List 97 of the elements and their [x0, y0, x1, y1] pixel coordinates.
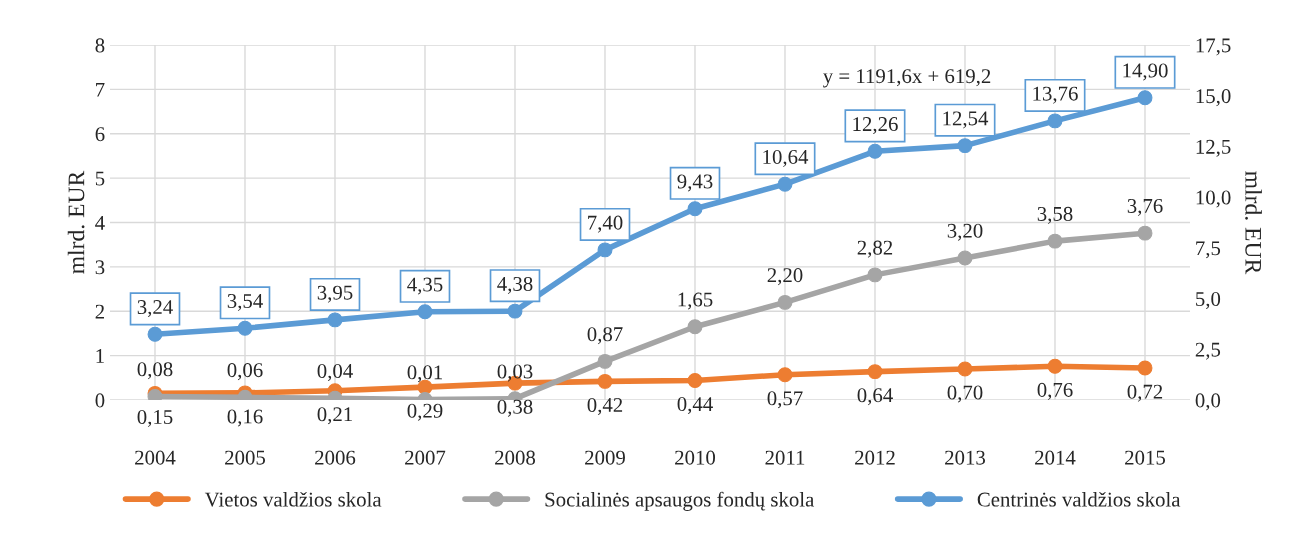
y-tick-label: 2	[95, 304, 104, 319]
point	[957, 138, 973, 154]
legend-label: Vietos valdžios skola	[204, 491, 382, 507]
y-tick-label: 0	[95, 393, 105, 408]
data-label: 3,20	[947, 223, 983, 241]
point	[1047, 113, 1063, 129]
point	[957, 250, 973, 266]
point	[687, 319, 703, 335]
data-label: 2,82	[857, 240, 893, 258]
point	[1047, 358, 1063, 374]
x-tick-label: 2011	[765, 450, 805, 465]
data-label: 3,24	[137, 300, 173, 318]
y2-tick-label: 7,5	[1196, 241, 1221, 259]
data-label: 3,58	[1037, 206, 1073, 224]
data-label: 7,40	[588, 215, 623, 233]
x-tick-label: 2010	[675, 450, 716, 465]
y-tick-label: 1	[96, 349, 104, 363]
data-label: 13,76	[1033, 86, 1078, 104]
point	[1137, 90, 1153, 106]
y2-tick-label: 5,0	[1196, 291, 1221, 309]
point	[597, 242, 613, 258]
data-label: 0,29	[407, 403, 443, 421]
annotation: y = 1191,6x + 619,2	[823, 69, 991, 88]
data-label: 0,16	[227, 409, 263, 427]
y-tick-label: 6	[95, 127, 105, 142]
data-label: 0,76	[1037, 382, 1073, 400]
point	[327, 312, 343, 328]
data-label: 0,57	[767, 391, 803, 409]
point	[597, 373, 613, 389]
data-label: 3,95	[317, 285, 353, 303]
point	[237, 320, 253, 336]
y2-tick-label: 0,0	[1195, 393, 1221, 411]
data-label: 1,65	[678, 292, 713, 310]
data-label: 0,44	[677, 397, 713, 415]
y-tick-label: 5	[95, 171, 105, 186]
data-label: 9,43	[677, 174, 713, 192]
point	[687, 201, 703, 217]
x-tick-label: 2013	[945, 450, 986, 465]
point	[777, 367, 793, 383]
data-label: 4,35	[407, 277, 443, 295]
point	[867, 143, 883, 159]
point	[867, 267, 883, 283]
data-label: 10,64	[763, 149, 809, 167]
data-label: 0,21	[317, 407, 352, 425]
x-tick-label: 2006	[315, 450, 356, 465]
x-tick-label: 2015	[1125, 450, 1166, 465]
point	[777, 294, 793, 310]
y-tick-label: 4	[95, 216, 105, 230]
y-tick-label: 8	[95, 38, 105, 53]
point	[597, 353, 613, 369]
data-label: 0,06	[227, 363, 263, 381]
x-tick-label: 2009	[585, 450, 625, 465]
point	[1137, 225, 1153, 241]
x-tick-label: 2008	[495, 450, 536, 465]
y2-axis-title: mlrd. EUR	[1245, 171, 1262, 275]
y2-tick-label: 17,5	[1196, 38, 1231, 56]
point	[1047, 233, 1063, 249]
data-label: 0,42	[587, 397, 623, 415]
legend-label: Socialinės apsaugos fondų skola	[545, 491, 815, 511]
point	[867, 364, 883, 380]
legend-label: Centrinės valdžios skola	[977, 491, 1181, 507]
y-axis-title: mlrd. EUR	[67, 170, 85, 274]
y2-tick-label: 2,5	[1195, 342, 1221, 360]
data-label: 12,26	[853, 117, 898, 135]
data-label: 0,72	[1127, 384, 1163, 402]
x-tick-label: 2005	[225, 450, 266, 465]
y2-tick-label: 15,0	[1196, 89, 1231, 107]
point	[147, 326, 163, 342]
data-label: 0,04	[317, 363, 353, 382]
point	[777, 176, 793, 192]
point	[1137, 360, 1153, 376]
y-tick-label: 3	[95, 260, 105, 275]
data-label: 3,76	[1127, 198, 1163, 216]
data-label: 4,38	[497, 276, 533, 294]
data-label: 0,15	[137, 409, 173, 427]
point	[507, 303, 523, 319]
data-label: 12,54	[943, 111, 989, 129]
data-label: 0,01	[407, 365, 442, 383]
x-tick-label: 2004	[135, 450, 176, 465]
data-label: 0,64	[857, 388, 893, 406]
x-tick-label: 2007	[405, 450, 446, 465]
data-label: 0,08	[137, 362, 173, 380]
data-label: 0,87	[587, 327, 623, 345]
data-label: 14,90	[1123, 63, 1168, 81]
point	[687, 373, 703, 388]
y2-tick-label: 10,0	[1196, 190, 1231, 208]
point	[957, 361, 973, 377]
data-label: 0,03	[497, 364, 533, 382]
point	[417, 304, 433, 320]
data-label: 0,70	[947, 385, 983, 403]
x-tick-label: 2012	[855, 450, 895, 465]
x-tick-label: 2014	[1035, 450, 1076, 465]
y2-tick-label: 12,5	[1196, 139, 1231, 157]
data-label: 2,20	[767, 268, 803, 286]
data-label: 3,54	[227, 293, 263, 311]
y-tick-label: 7	[96, 82, 105, 97]
data-label: 0,38	[497, 399, 533, 417]
